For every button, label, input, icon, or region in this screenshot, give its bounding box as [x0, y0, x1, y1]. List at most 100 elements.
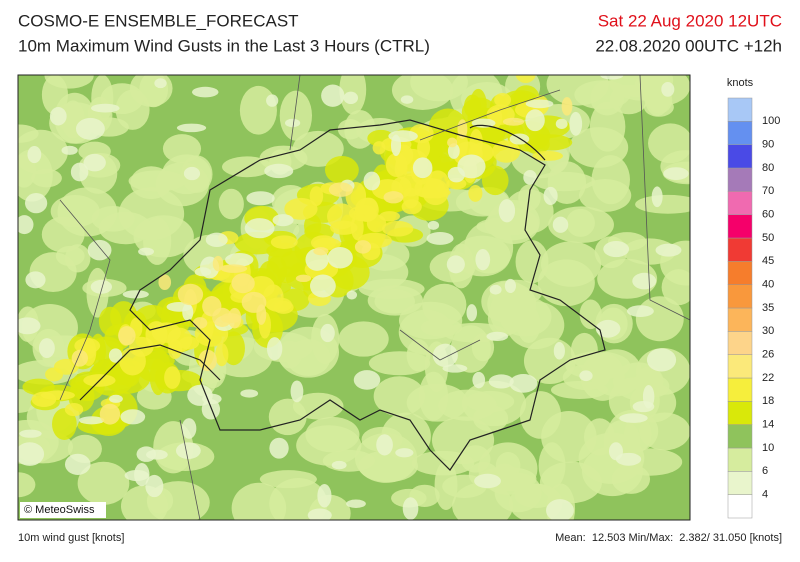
wind-patch: [133, 215, 194, 258]
wind-patch: [635, 194, 690, 214]
wind-patch: [313, 247, 329, 256]
wind-patch: [548, 206, 614, 244]
wind-patch: [579, 370, 593, 382]
wind-patch: [175, 442, 201, 460]
wind-patch: [202, 296, 222, 317]
colorbar-label: 70: [762, 185, 774, 197]
wind-patch: [146, 449, 168, 460]
colorbar-label: 10: [762, 442, 774, 454]
wind-patch: [272, 214, 294, 227]
wind-patch: [220, 264, 248, 273]
wind-patch: [337, 119, 363, 140]
wind-patch: [569, 111, 583, 136]
wind-patch: [120, 409, 146, 425]
colorbar-label: 100: [762, 115, 780, 127]
wind-patch: [343, 91, 359, 105]
wind-patch: [523, 169, 537, 185]
colorbar-box: [727, 191, 753, 215]
wind-patch: [354, 433, 418, 483]
wind-patch: [561, 97, 573, 116]
wind-patch: [309, 274, 336, 298]
wind-patch: [284, 118, 301, 128]
colorbar-box: [727, 377, 753, 402]
wind-patch: [18, 215, 34, 235]
wind-patch: [27, 145, 42, 164]
wind-patch: [632, 272, 657, 290]
wind-patch: [269, 437, 289, 459]
wind-patch: [183, 166, 201, 181]
wind-patch: [569, 127, 629, 168]
wind-patch: [504, 278, 516, 294]
wind-patch: [431, 416, 495, 465]
wind-patch: [108, 348, 123, 363]
wind-patch: [642, 384, 655, 409]
wind-patch: [553, 341, 565, 360]
wind-patch: [18, 149, 53, 202]
wind-patch: [339, 75, 367, 115]
wind-patch: [330, 220, 358, 235]
wind-patch: [177, 283, 204, 306]
wind-patch: [395, 448, 414, 458]
wind-patch: [468, 185, 483, 202]
wind-patch: [18, 442, 45, 466]
wind-patch: [498, 199, 516, 223]
wind-patch: [178, 336, 200, 350]
wind-patch: [359, 197, 378, 217]
wind-patch: [266, 94, 279, 107]
wind-patch: [309, 186, 324, 207]
wind-patch: [570, 332, 598, 369]
wind-patch: [550, 381, 608, 399]
wind-patch: [390, 134, 402, 157]
wind-patch: [154, 78, 167, 89]
copyright-box: [20, 502, 106, 518]
wind-patch: [353, 370, 381, 390]
wind-patch: [307, 508, 332, 520]
wind-patch: [290, 380, 304, 403]
wind-patch: [447, 166, 465, 183]
run-time: 22.08.2020 00UTC +12h: [595, 36, 782, 55]
colorbar-label: 14: [762, 419, 774, 431]
wind-patch: [284, 197, 318, 220]
wind-patch: [279, 90, 313, 141]
colorbar-label: 45: [762, 255, 774, 267]
wind-patch: [49, 107, 67, 126]
wind-patch: [651, 186, 663, 208]
wind-patch: [543, 186, 558, 205]
wind-patch: [486, 331, 509, 341]
wind-patch: [119, 347, 146, 376]
wind-patch: [432, 343, 458, 368]
wind-patch: [149, 358, 167, 396]
wind-patch: [264, 163, 294, 179]
wind-patch: [187, 384, 213, 406]
colorbar-box: [727, 237, 753, 262]
wind-patch: [90, 103, 120, 113]
wind-patch: [99, 403, 121, 425]
wind-patch: [663, 167, 689, 181]
wind-patch: [52, 408, 77, 441]
wind-patch: [383, 191, 404, 204]
wind-patch: [83, 153, 106, 172]
wind-patch: [609, 442, 623, 461]
wind-patch: [509, 374, 538, 393]
wind-patch: [466, 304, 478, 322]
wind-patch: [155, 162, 210, 207]
map-area: [18, 75, 690, 520]
wind-patch: [222, 156, 273, 178]
wind-patch: [75, 117, 105, 140]
wind-patch: [615, 452, 642, 466]
wind-patch: [346, 290, 358, 300]
copyright: © MeteoSwiss: [24, 504, 95, 516]
colorbar-box: [727, 471, 753, 495]
wind-patch: [118, 326, 136, 346]
colorbar-label: 30: [762, 325, 774, 337]
wind-patch: [295, 274, 312, 283]
wind-patch: [41, 216, 85, 253]
wind-patch: [40, 390, 75, 401]
colorbar-label: 90: [762, 139, 774, 151]
wind-patch: [579, 178, 632, 212]
wind-patch: [457, 119, 468, 139]
wind-patch: [502, 117, 525, 126]
wind-patch: [452, 482, 514, 520]
wind-patch: [324, 155, 359, 184]
